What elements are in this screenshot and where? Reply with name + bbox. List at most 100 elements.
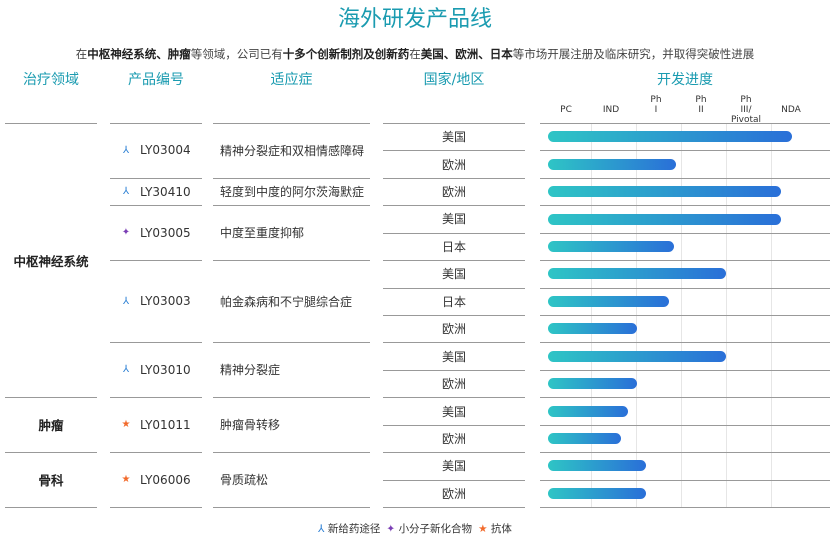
product-code-text: LY03004 <box>140 143 191 158</box>
area-divider <box>5 397 97 399</box>
row-divider <box>383 342 525 344</box>
row-divider <box>540 315 830 316</box>
therapy-area: 中枢神经系统 <box>13 253 89 269</box>
indication: 骨质疏松 <box>220 473 269 488</box>
country: 美国 <box>441 130 466 145</box>
product-divider <box>110 507 202 509</box>
subtitle-segment: 等领域，公司已有 <box>190 47 283 61</box>
header-divider <box>383 123 525 124</box>
country: 欧洲 <box>441 322 466 337</box>
row-divider <box>383 452 525 454</box>
row-divider <box>383 177 525 179</box>
product-code: ★ LY06006 <box>120 452 202 507</box>
therapy-area: 骨科 <box>38 473 64 489</box>
subtitle-segment: 等市场开展注册及临床研究，并取得突破性进展 <box>512 47 755 61</box>
legend-item: ★ 抗体 <box>478 523 512 535</box>
progress-bar <box>548 158 676 170</box>
legend-label: 抗体 <box>490 523 512 535</box>
row-divider <box>383 150 525 152</box>
indication: 轻度到中度的阿尔茨海默症 <box>220 185 365 200</box>
progress-bar <box>548 131 792 143</box>
row-divider <box>383 287 525 289</box>
country: 欧洲 <box>441 157 466 172</box>
progress-bar <box>548 405 629 417</box>
progress-bar <box>548 378 638 390</box>
row-divider <box>540 397 830 399</box>
indication: 帕金森病和不宁腿综合症 <box>220 294 353 309</box>
new-route-icon: ⅄ <box>318 523 328 535</box>
progress-bar <box>548 350 727 362</box>
indication-divider <box>213 452 370 454</box>
stage-label-2: Ph I <box>650 95 662 115</box>
row-divider <box>383 205 525 207</box>
row-divider <box>540 260 830 262</box>
indication: 精神分裂症和双相情感障碍 <box>220 143 365 158</box>
subtitle-segment: 中枢神经系统、肿瘤 <box>87 47 191 61</box>
product-divider <box>110 205 202 207</box>
stage-label-5: NDA <box>781 105 801 115</box>
product-divider <box>110 397 202 399</box>
indication: 精神分裂症 <box>220 363 281 378</box>
row-divider <box>383 479 525 481</box>
new-route-icon: ⅄ <box>122 144 130 156</box>
new-route-icon: ⅄ <box>122 186 130 198</box>
row-divider <box>540 177 830 179</box>
new-route-icon: ⅄ <box>122 295 130 307</box>
indication-divider <box>213 177 370 179</box>
product-code: ★ LY01011 <box>120 397 202 452</box>
page-title: 海外研发产品线 <box>337 7 492 32</box>
subtitle-segment: 美国、欧洲、日本 <box>420 47 513 61</box>
stage-label-4: Ph III/Pivotal <box>730 95 762 125</box>
product-code-text: LY03010 <box>140 362 191 377</box>
indication-divider <box>213 205 370 207</box>
indication-divider <box>213 342 370 344</box>
therapy-area: 肿瘤 <box>38 418 64 434</box>
small-molecule-icon: ✦ <box>386 523 399 535</box>
stage-label-3: Ph II <box>695 95 707 115</box>
product-code: ✦ LY03005 <box>120 205 202 260</box>
row-divider <box>540 452 830 454</box>
antibody-icon: ★ <box>121 419 131 431</box>
product-code: ⅄ LY30410 <box>120 178 202 205</box>
product-code-text: LY01011 <box>140 417 191 432</box>
product-code: ⅄ LY03004 <box>120 123 202 178</box>
small-molecule-icon: ✦ <box>121 227 131 239</box>
row-divider <box>383 260 525 262</box>
indication-divider <box>213 260 370 262</box>
area-divider <box>5 452 97 454</box>
progress-bar <box>548 213 782 225</box>
row-divider <box>383 507 525 509</box>
indication: 中度至重度抑郁 <box>220 226 305 241</box>
product-divider <box>110 342 202 344</box>
country: 美国 <box>441 459 466 474</box>
row-divider <box>540 287 830 289</box>
progress-bar <box>548 240 674 252</box>
subtitle-segment: 在 <box>409 47 421 61</box>
product-divider <box>110 260 202 262</box>
subtitle-segment: 十多个创新制剂及创新药 <box>282 47 410 61</box>
progress-bar <box>548 487 647 499</box>
product-code-text: LY03003 <box>140 294 191 309</box>
indication-divider <box>213 507 370 509</box>
country: 欧洲 <box>441 185 466 200</box>
legend-item: ✦ 小分子新化合物 <box>386 523 472 535</box>
row-divider <box>383 397 525 399</box>
row-divider <box>383 232 525 234</box>
legend-label: 新给药途径 <box>327 523 381 535</box>
product-code-text: LY06006 <box>140 472 191 487</box>
country: 美国 <box>441 267 466 282</box>
product-code-text: LY30410 <box>140 184 191 199</box>
header-area: 治疗领域 <box>23 72 79 88</box>
row-divider <box>540 424 830 426</box>
product-divider <box>110 177 202 179</box>
indication-divider <box>213 397 370 399</box>
new-route-icon: ⅄ <box>122 364 130 376</box>
progress-bar <box>548 323 638 335</box>
header-divider <box>213 123 370 124</box>
product-code-text: LY03005 <box>140 225 191 240</box>
header-progress: 开发进度 <box>657 72 713 88</box>
area-divider <box>5 507 97 509</box>
progress-bar <box>548 295 670 307</box>
row-divider <box>540 507 830 509</box>
header-country: 国家/地区 <box>423 72 485 88</box>
